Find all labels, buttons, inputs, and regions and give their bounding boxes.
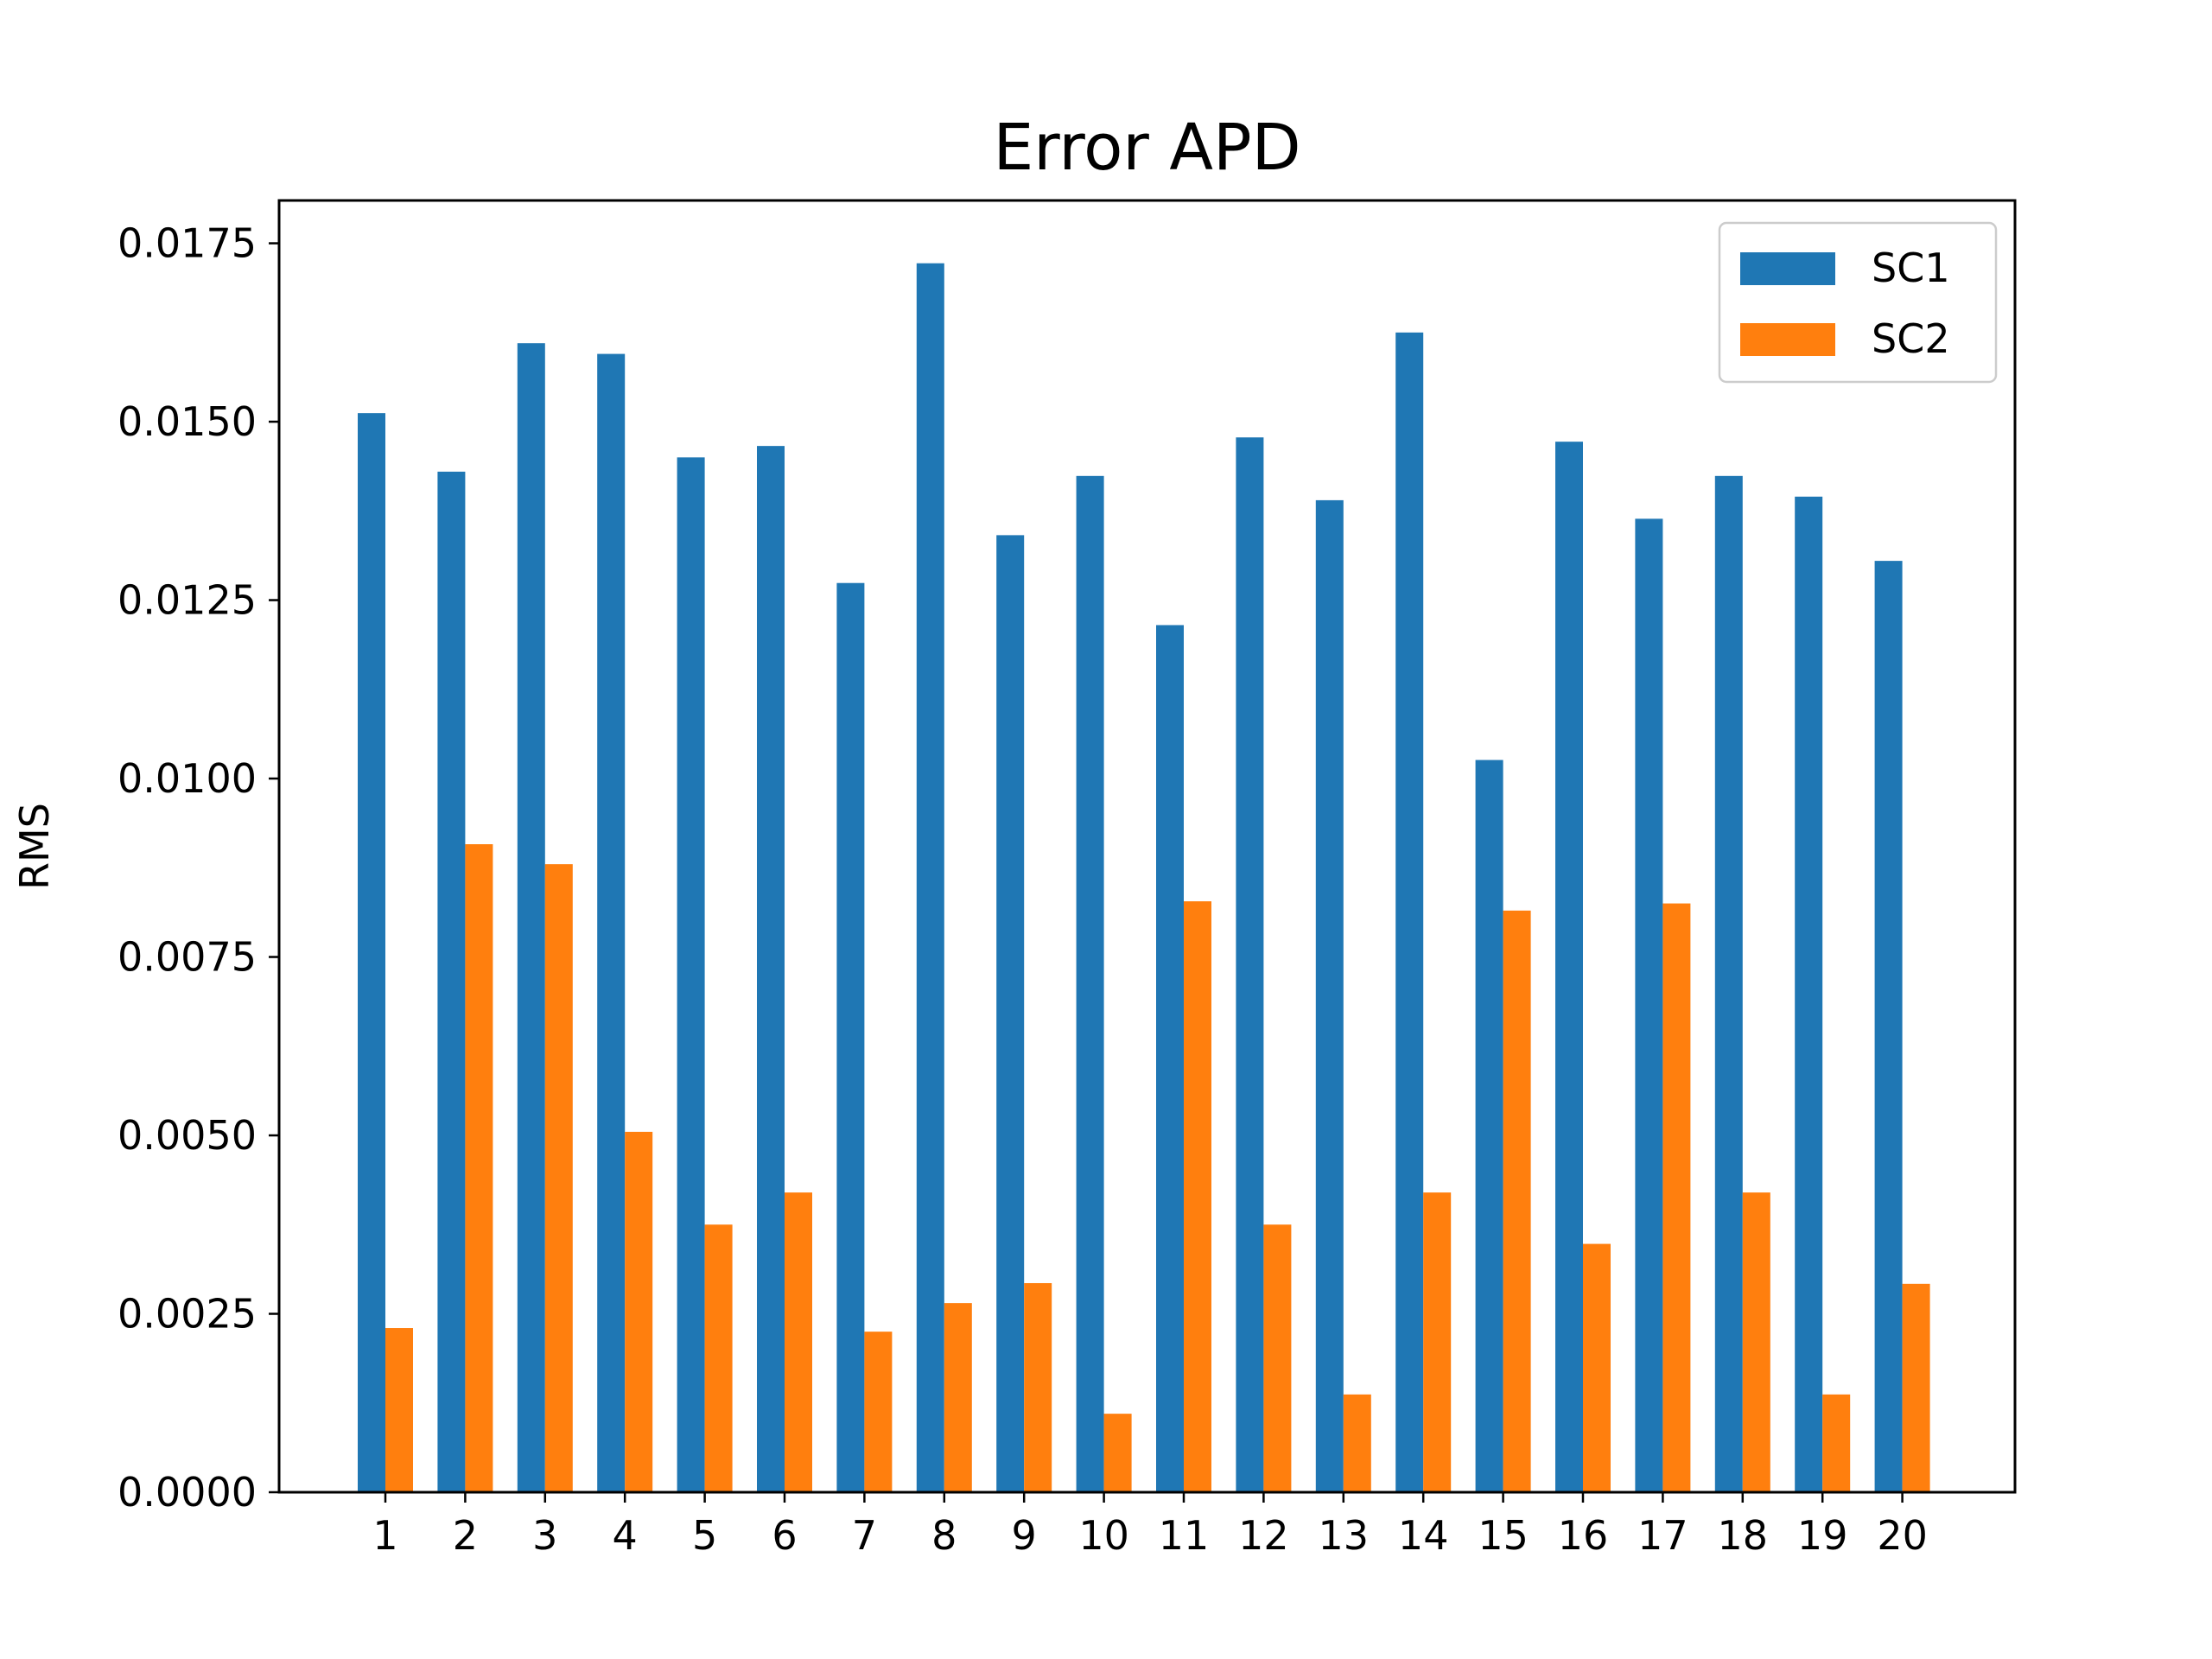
x-tick-label: 3 <box>532 1512 557 1559</box>
bar-sc1-19 <box>1795 496 1823 1492</box>
legend-box <box>1718 221 1998 384</box>
x-tick-label: 10 <box>1078 1512 1129 1559</box>
bar-sc1-18 <box>1714 475 1743 1492</box>
bar-sc2-7 <box>864 1332 893 1492</box>
bar-sc1-1 <box>358 413 385 1492</box>
y-tick-label: 0.0125 <box>118 577 257 624</box>
y-tick-label: 0.0025 <box>118 1291 257 1338</box>
bar-sc1-20 <box>1874 561 1903 1492</box>
bar-sc2-10 <box>1103 1414 1132 1492</box>
x-tick-label: 8 <box>931 1512 957 1559</box>
x-tick-label: 6 <box>772 1512 797 1559</box>
x-tick-label: 11 <box>1159 1512 1210 1559</box>
x-tick-label: 17 <box>1637 1512 1688 1559</box>
legend: SC1 SC2 <box>1718 221 1998 384</box>
x-tick-label: 9 <box>1012 1512 1037 1559</box>
bar-sc1-14 <box>1395 332 1424 1493</box>
bar-sc1-12 <box>1236 437 1264 1493</box>
bar-sc1-13 <box>1315 499 1344 1493</box>
bar-sc2-3 <box>544 864 573 1492</box>
y-tick-label: 0.0050 <box>118 1112 257 1159</box>
y-tick-label: 0.0175 <box>118 220 257 267</box>
x-axis: 1 2 3 4 5 6 7 8 9 10 11 12 13 14 15 16 17 18 19 20 <box>372 1492 1928 1559</box>
x-tick-label: 18 <box>1718 1512 1769 1559</box>
bar-sc2-1 <box>385 1328 413 1492</box>
y-tick-label: 0.0000 <box>118 1469 257 1516</box>
bar-sc2-17 <box>1662 903 1691 1492</box>
plot-frame <box>277 199 2017 1494</box>
x-tick-label: 2 <box>453 1512 478 1559</box>
x-tick-label: 7 <box>852 1512 877 1559</box>
bar-sc2-20 <box>1902 1283 1930 1492</box>
legend-swatch-sc1 <box>1740 252 1835 285</box>
bar-sc2-12 <box>1263 1224 1292 1492</box>
x-tick-label: 16 <box>1558 1512 1609 1559</box>
x-tick-label: 20 <box>1877 1512 1928 1559</box>
bar-sc1-8 <box>916 263 944 1493</box>
bar-sc2-6 <box>785 1192 812 1492</box>
bar-sc1-4 <box>597 353 626 1492</box>
bar-sc1-17 <box>1635 518 1663 1492</box>
y-tick-label: 0.0100 <box>118 755 257 802</box>
series-sc2 <box>385 844 1930 1492</box>
bar-sc2-15 <box>1503 910 1531 1492</box>
series-sc1 <box>358 263 1903 1493</box>
y-axis: 0.0000 0.0025 0.0050 0.0075 0.0100 0.0125 0.01… <box>118 220 279 1516</box>
bar-sc2-16 <box>1583 1243 1611 1492</box>
legend-swatch-sc2 <box>1740 323 1835 356</box>
bar-sc1-10 <box>1076 475 1104 1492</box>
bars-layer <box>358 263 1930 1493</box>
bar-sc1-2 <box>437 471 466 1492</box>
x-tick-label: 4 <box>613 1512 638 1559</box>
x-tick-label: 12 <box>1238 1512 1289 1559</box>
legend-label-sc2: SC2 <box>1872 315 1950 362</box>
x-tick-label: 1 <box>372 1512 397 1559</box>
x-tick-label: 15 <box>1478 1512 1529 1559</box>
bar-sc2-8 <box>944 1303 972 1492</box>
chart-title: Error APD <box>993 111 1300 185</box>
bar-sc2-4 <box>625 1131 653 1492</box>
bar-sc2-13 <box>1343 1394 1371 1492</box>
bar-sc2-5 <box>704 1224 733 1492</box>
x-tick-label: 13 <box>1319 1512 1370 1559</box>
bar-sc1-7 <box>836 582 865 1492</box>
bar-sc1-3 <box>517 343 545 1492</box>
bar-sc1-11 <box>1156 625 1184 1492</box>
bar-sc1-9 <box>996 535 1025 1493</box>
legend-label-sc1: SC1 <box>1872 245 1950 291</box>
y-axis-label: RMS <box>11 803 58 890</box>
x-tick-label: 19 <box>1797 1512 1848 1559</box>
bar-sc1-16 <box>1555 442 1583 1493</box>
y-tick-label: 0.0075 <box>118 934 257 981</box>
bar-sc2-18 <box>1742 1192 1770 1492</box>
x-tick-label: 14 <box>1398 1512 1449 1559</box>
bar-sc2-19 <box>1822 1394 1851 1492</box>
bar-sc2-11 <box>1184 901 1211 1492</box>
bar-sc2-2 <box>465 844 493 1492</box>
bar-sc2-9 <box>1024 1282 1052 1492</box>
bar-sc1-15 <box>1475 760 1503 1492</box>
bar-sc1-6 <box>757 446 785 1492</box>
x-tick-label: 5 <box>692 1512 717 1559</box>
y-tick-label: 0.0150 <box>118 398 257 445</box>
bar-sc1-5 <box>677 457 705 1492</box>
bar-sc2-14 <box>1423 1192 1452 1492</box>
